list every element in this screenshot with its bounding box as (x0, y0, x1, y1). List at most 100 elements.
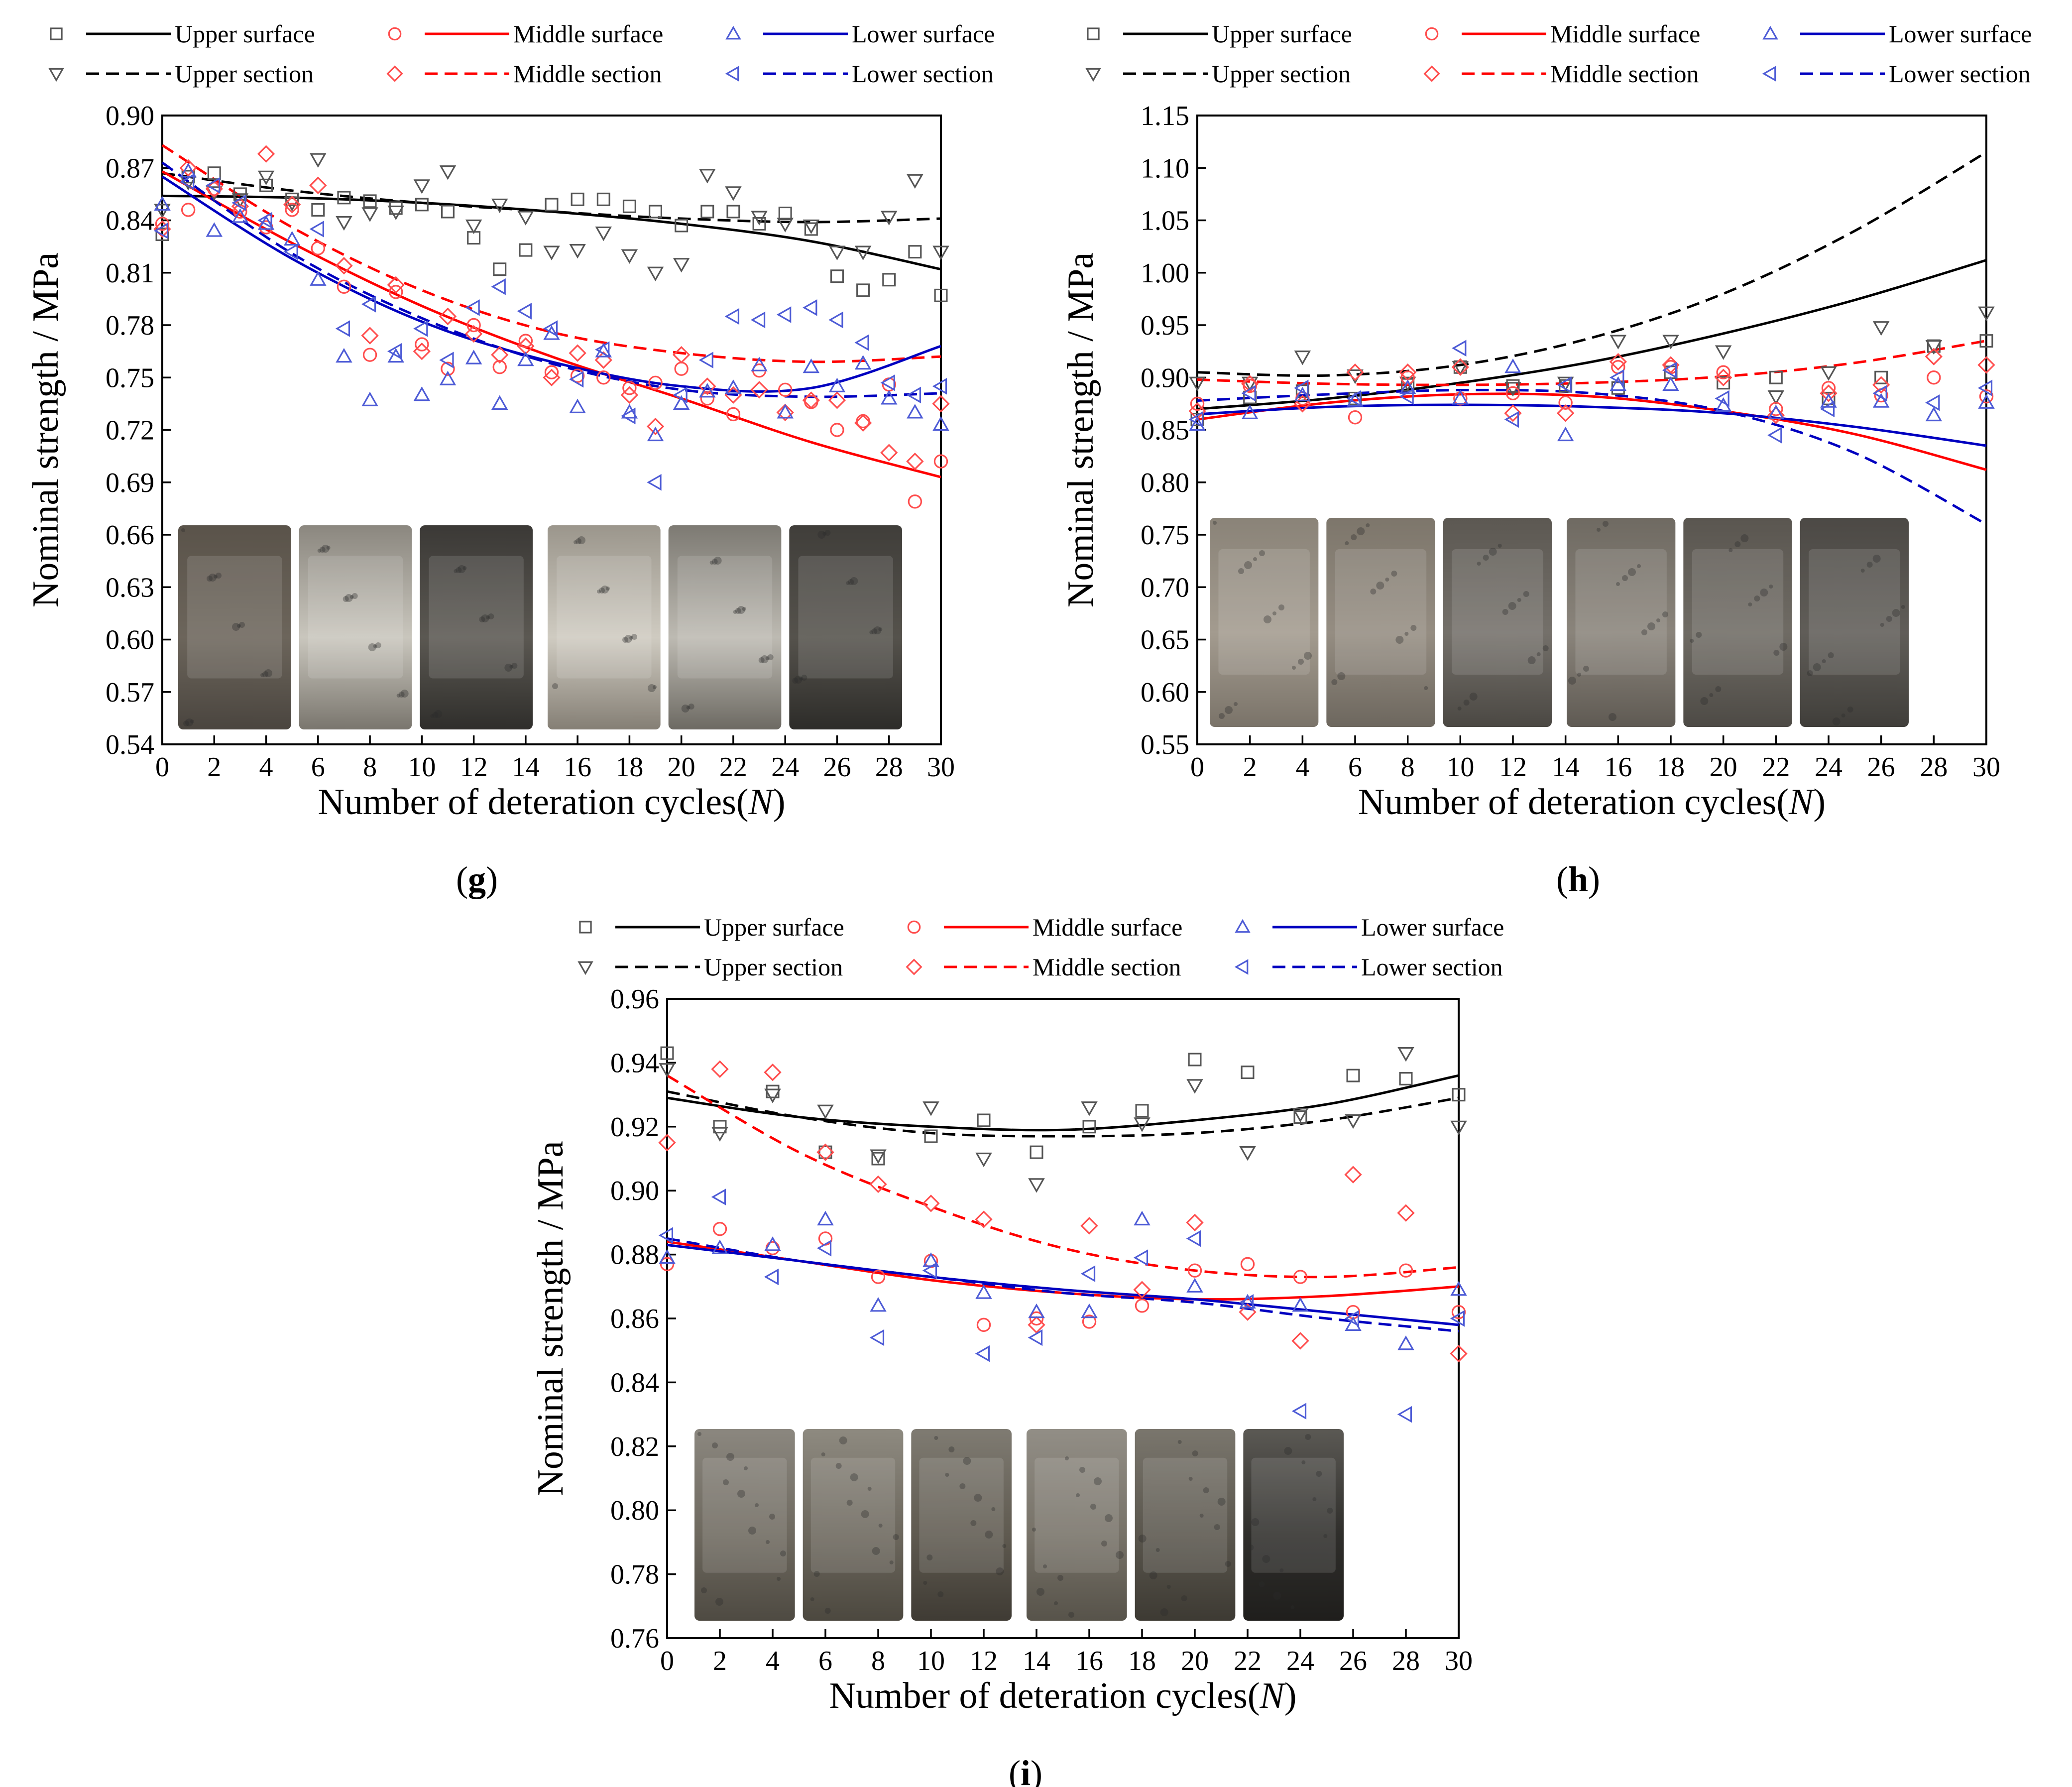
point-upper-section (154, 204, 171, 219)
specimen-pore (681, 705, 690, 713)
point-upper-section (1925, 340, 1943, 355)
point-lower-section (465, 299, 480, 316)
point-lower-surface (413, 386, 431, 401)
point-middle-surface (285, 203, 299, 217)
specimen-texture (798, 556, 893, 679)
point-middle-section (309, 176, 327, 194)
specimen-pore (1760, 589, 1768, 596)
y-tick-label: 0.87 (106, 153, 154, 184)
x-tick-label: 0 (155, 752, 169, 783)
y-tick-label: 0.80 (610, 1495, 659, 1526)
point-lower-surface (764, 1236, 781, 1251)
specimen-pore (1219, 713, 1225, 719)
point-middle-section (413, 342, 431, 360)
specimen-pore (190, 719, 194, 723)
point-upper-section (569, 244, 586, 259)
point-lower-section (335, 320, 350, 337)
point-upper-surface (622, 199, 636, 213)
point-lower-section (309, 221, 324, 238)
point-middle-surface (544, 365, 559, 379)
specimen-texture (702, 1457, 787, 1573)
point-upper-surface (311, 203, 325, 217)
point-lower-surface (1292, 1297, 1309, 1312)
point-middle-section (1820, 384, 1838, 402)
specimen-pore (1327, 1508, 1333, 1514)
point-middle-surface (976, 1317, 991, 1332)
specimen-pore (1203, 1487, 1209, 1493)
specimen-pore (709, 561, 714, 565)
point-lower-section (816, 1240, 832, 1257)
point-middle-section (1715, 368, 1732, 386)
y-tick-label: 0.90 (1141, 362, 1189, 393)
x-axis-title: Number of deteration cycles(N) (1358, 782, 1826, 823)
specimen-texture (1218, 549, 1310, 675)
x-tick-label: 30 (927, 752, 955, 783)
point-lower-section (975, 1345, 990, 1362)
specimen-pore (799, 677, 804, 681)
specimen-pore (574, 540, 577, 544)
specimen-pore (742, 607, 746, 611)
point-middle-surface (765, 1241, 780, 1255)
point-middle-section (439, 307, 457, 326)
point-lower-surface (517, 351, 534, 366)
point-lower-surface (1239, 1294, 1256, 1309)
point-upper-surface (1082, 1120, 1096, 1134)
point-upper-section (647, 266, 664, 281)
specimen-block (1567, 518, 1676, 727)
point-upper-section (465, 219, 482, 235)
panel-tag-g: (g) (456, 859, 498, 899)
specimen-pore (821, 1452, 825, 1456)
point-upper-section (1872, 321, 1890, 336)
point-middle-section (658, 1134, 676, 1152)
point-lower-section (1080, 1265, 1096, 1282)
legend-marker-upper_surface (579, 921, 592, 934)
y-axis-title: Nominal strength / MPa (25, 252, 66, 607)
point-lower-surface (1767, 404, 1785, 419)
specimen-pore (780, 1550, 786, 1556)
x-tick-label: 8 (1401, 752, 1415, 783)
point-middle-section (594, 351, 612, 369)
x-tick-label: 0 (660, 1646, 674, 1676)
point-lower-section (1662, 361, 1677, 379)
specimen-pore (597, 590, 601, 594)
x-tick-label: 12 (1499, 752, 1527, 783)
point-upper-section (907, 174, 923, 189)
point-lower-section (1346, 390, 1362, 407)
fit-line-middle-surface-fit (161, 170, 941, 478)
specimen-pore (1477, 562, 1481, 566)
specimen-pore (1622, 575, 1628, 581)
specimen-pore (824, 1608, 831, 1614)
point-upper-section (828, 245, 846, 260)
point-middle-surface (908, 494, 922, 509)
y-axis-title: Nominal strength / MPa (1060, 252, 1101, 607)
specimen-pore (801, 675, 807, 681)
legend-label-lower_surface: Lower surface (852, 20, 995, 48)
specimen-pore (810, 1597, 814, 1601)
specimen-block (1027, 1429, 1127, 1621)
point-lower-section (491, 278, 506, 295)
specimen-pore (1740, 534, 1749, 542)
specimen-pore (723, 1479, 729, 1485)
specimen-pore (1395, 636, 1404, 644)
specimen-pore (848, 579, 854, 585)
point-lower-section (1344, 1310, 1360, 1327)
y-tick-label: 0.66 (106, 520, 154, 551)
specimen-pore (1155, 1548, 1160, 1552)
point-upper-section (932, 245, 949, 260)
point-upper-surface (571, 192, 584, 206)
specimen-pore (737, 1490, 745, 1498)
point-lower-section (179, 173, 195, 191)
specimen-pore (1463, 700, 1470, 706)
point-lower-surface (1978, 394, 1995, 409)
specimen-pore (1508, 602, 1516, 610)
x-tick-label: 14 (512, 752, 540, 783)
specimen-pore (846, 581, 850, 585)
point-lower-section (658, 1227, 674, 1244)
point-upper-surface (1030, 1145, 1043, 1159)
point-middle-surface (1135, 1299, 1150, 1313)
point-middle-section (1504, 404, 1522, 422)
specimen-texture (1335, 549, 1427, 675)
y-tick-label: 0.72 (106, 415, 154, 446)
point-upper-surface (908, 245, 922, 259)
x-tick-label: 18 (1128, 1646, 1156, 1676)
